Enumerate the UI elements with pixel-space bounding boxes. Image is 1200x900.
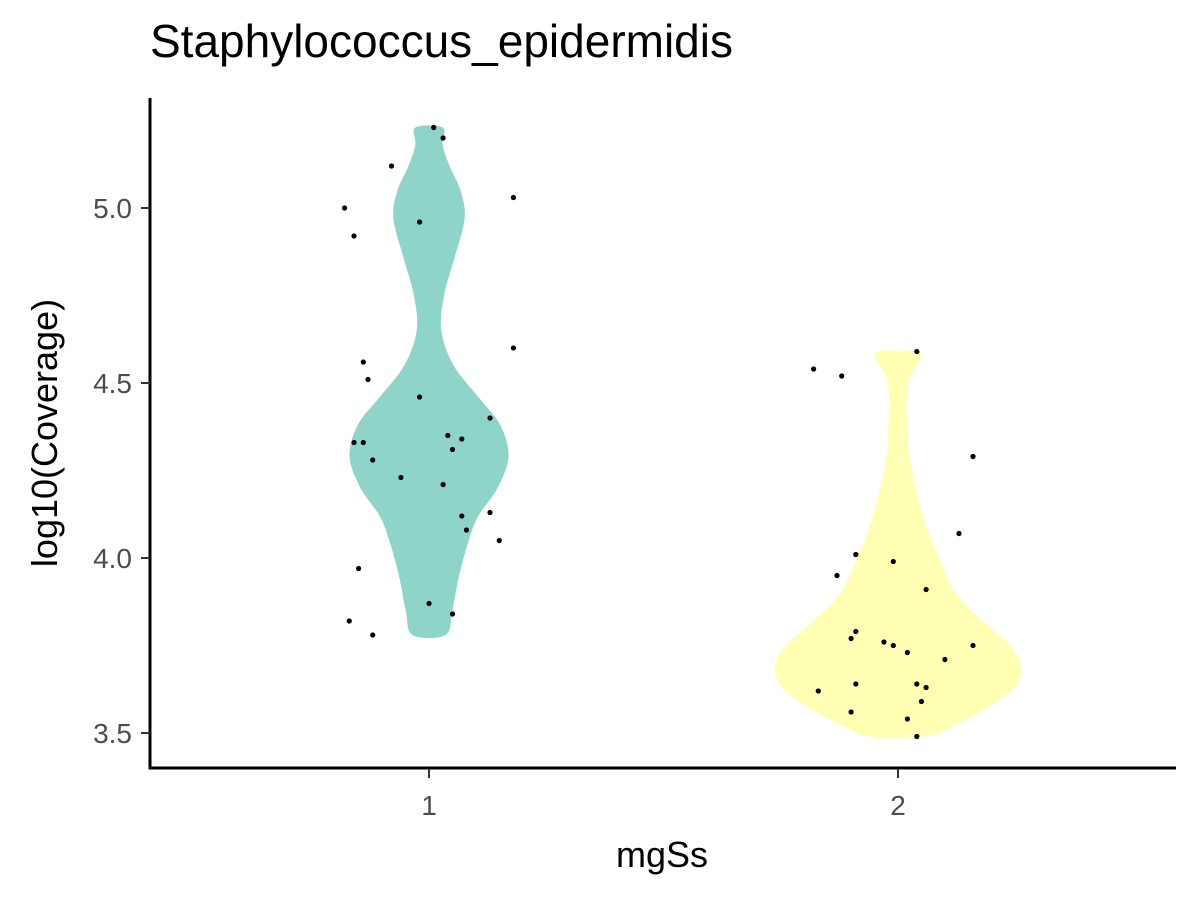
y-tick-label: 4.5 (93, 368, 132, 399)
data-point (853, 681, 859, 687)
data-point (839, 373, 845, 379)
y-ticks: 3.5 4.0 4.5 5.0 (93, 193, 150, 749)
data-point (970, 642, 976, 649)
data-point (487, 509, 493, 516)
points-layer (342, 124, 976, 740)
data-point (923, 684, 929, 691)
data-point (923, 586, 929, 593)
data-point (815, 688, 821, 694)
data-point (496, 537, 502, 544)
y-tick-label: 4.0 (93, 543, 132, 574)
data-point (398, 474, 404, 481)
data-point (970, 453, 976, 460)
data-point (853, 551, 859, 558)
x-axis-title: mgSs (616, 834, 708, 875)
data-point (370, 632, 376, 638)
data-point (459, 513, 465, 519)
data-point (388, 163, 395, 169)
x-tick-label: 1 (421, 790, 437, 821)
data-point (449, 611, 456, 617)
y-tick-label: 3.5 (93, 718, 132, 749)
data-point (510, 194, 516, 201)
data-point (360, 439, 366, 446)
data-point (881, 639, 887, 645)
data-point (449, 446, 456, 453)
data-point (356, 565, 362, 572)
data-point (914, 733, 920, 740)
data-point (463, 527, 470, 533)
y-axis-title: log10(Coverage) (24, 299, 65, 567)
data-point (351, 233, 357, 239)
data-point (890, 558, 896, 565)
data-point (918, 698, 925, 705)
data-point (848, 635, 854, 642)
data-point (445, 432, 451, 439)
data-point (346, 618, 352, 624)
data-point (360, 359, 366, 365)
data-point (365, 376, 371, 383)
data-point (914, 348, 920, 355)
data-point (834, 572, 840, 579)
data-point (853, 628, 859, 635)
data-point (431, 124, 437, 131)
data-point (914, 681, 920, 687)
data-point (342, 205, 348, 211)
violin-2 (774, 350, 1022, 738)
data-point (956, 530, 962, 537)
data-point (417, 394, 423, 400)
data-point (811, 366, 817, 372)
data-point (904, 716, 911, 722)
data-point (440, 481, 446, 488)
data-point (942, 656, 948, 663)
violin-1 (349, 125, 509, 639)
y-tick-label: 5.0 (93, 193, 132, 224)
data-point (417, 219, 423, 225)
data-point (459, 436, 465, 442)
data-point (440, 135, 446, 141)
chart-title: Staphylococcus_epidermidis (150, 15, 733, 67)
data-point (487, 415, 493, 421)
violins-layer (349, 125, 1022, 738)
x-tick-label: 2 (890, 790, 906, 821)
data-point (848, 709, 854, 715)
data-point (351, 439, 357, 446)
data-point (370, 457, 376, 463)
data-point (510, 345, 516, 351)
data-point (890, 642, 896, 649)
data-point (904, 649, 911, 656)
data-point (426, 600, 432, 607)
